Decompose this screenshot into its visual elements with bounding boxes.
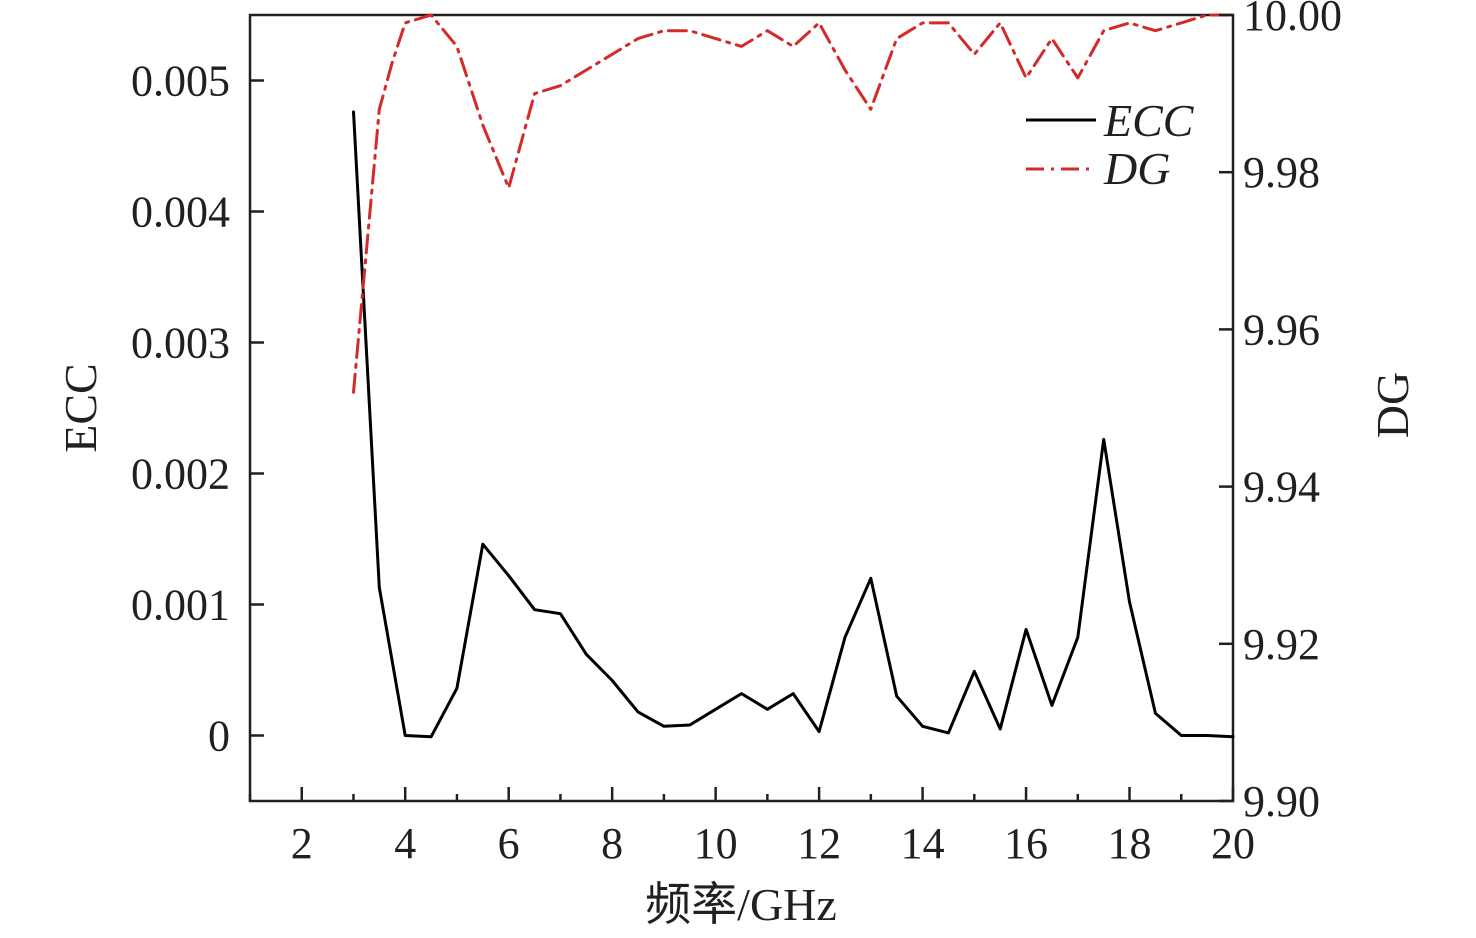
series-line-dg <box>352 13 1235 394</box>
x-tick-label-8: 8 <box>601 819 623 868</box>
y-left-tick-label-0.003: 0.003 <box>131 319 230 368</box>
legend-label-ecc: ECC <box>1103 95 1195 146</box>
y-axis-left-title: ECC <box>55 363 106 452</box>
y-left-tick-label-0.004: 0.004 <box>131 188 230 237</box>
x-tick-label-6: 6 <box>498 819 520 868</box>
legend-label-dg: DG <box>1103 143 1170 194</box>
x-tick-label-18: 18 <box>1108 819 1152 868</box>
x-tick-label-4: 4 <box>394 819 416 868</box>
legend: ECC DG <box>1026 95 1195 194</box>
x-tick-label-16: 16 <box>1004 819 1048 868</box>
x-tick-label-2: 2 <box>291 819 313 868</box>
y-axis-right-title: DG <box>1367 372 1418 438</box>
y-left-tick-label-0: 0 <box>208 712 230 761</box>
y-right-tick-label-9.90: 9.90 <box>1243 777 1320 826</box>
y-right-tick-label-10.00: 10.00 <box>1243 0 1342 40</box>
x-tick-label-10: 10 <box>694 819 738 868</box>
y-left-tick-label-0.001: 0.001 <box>131 581 230 630</box>
y-left-tick-label-0.002: 0.002 <box>131 450 230 499</box>
series-line-ecc <box>352 110 1235 739</box>
y-right-tick-label-9.96: 9.96 <box>1243 305 1320 354</box>
x-axis-title: 频率/GHz <box>645 879 837 930</box>
y-right-tick-label-9.94: 9.94 <box>1243 463 1320 512</box>
x-tick-label-20: 20 <box>1211 819 1255 868</box>
plot-frame <box>248 13 1235 803</box>
x-tick-label-12: 12 <box>797 819 841 868</box>
y-left-tick-label-0.005: 0.005 <box>131 57 230 106</box>
y-right-tick-label-9.92: 9.92 <box>1243 620 1320 669</box>
x-tick-label-14: 14 <box>901 819 945 868</box>
y-right-tick-label-9.98: 9.98 <box>1243 148 1320 197</box>
